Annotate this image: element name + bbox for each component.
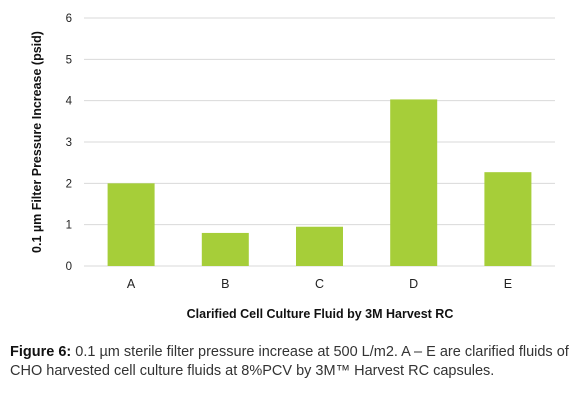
x-tick-label: E [504,277,512,291]
gridlines [84,17,555,267]
figure-caption: Figure 6: 0.1 µm sterile filter pressure… [10,343,570,381]
y-tick-label: 4 [66,96,73,108]
caption-label: Figure 6: [10,344,72,360]
x-tick-labels: A B C D E [127,277,512,291]
x-tick-label: B [221,277,229,291]
y-tick-label: 1 [66,220,72,232]
x-tick-label: A [127,277,136,291]
y-tick-label: 6 [66,13,72,25]
bar-B [201,232,249,266]
y-tick-label: 2 [66,178,72,190]
bar-chart: 0 1 2 3 4 5 6 A B C D E 0.1 µm Filter Pressure Inc… [30,13,555,321]
bars [107,99,532,266]
y-tick-labels: 0 1 2 3 4 5 6 [66,13,73,273]
y-tick-label: 0 [66,261,72,273]
x-tick-label: C [315,277,324,291]
y-tick-label: 5 [66,54,72,66]
bar-D [390,99,438,266]
bar-A [107,183,155,266]
bar-C [296,226,343,266]
y-axis-title: 0.1 µm Filter Pressure Increase (psid) [30,31,44,253]
y-tick-label: 3 [66,137,72,149]
x-axis-title: Clarified Cell Culture Fluid by 3M Harve… [187,307,454,321]
x-tick-label: D [409,277,418,291]
bar-E [484,172,532,266]
caption-text: 0.1 µm sterile filter pressure increase … [10,344,569,379]
